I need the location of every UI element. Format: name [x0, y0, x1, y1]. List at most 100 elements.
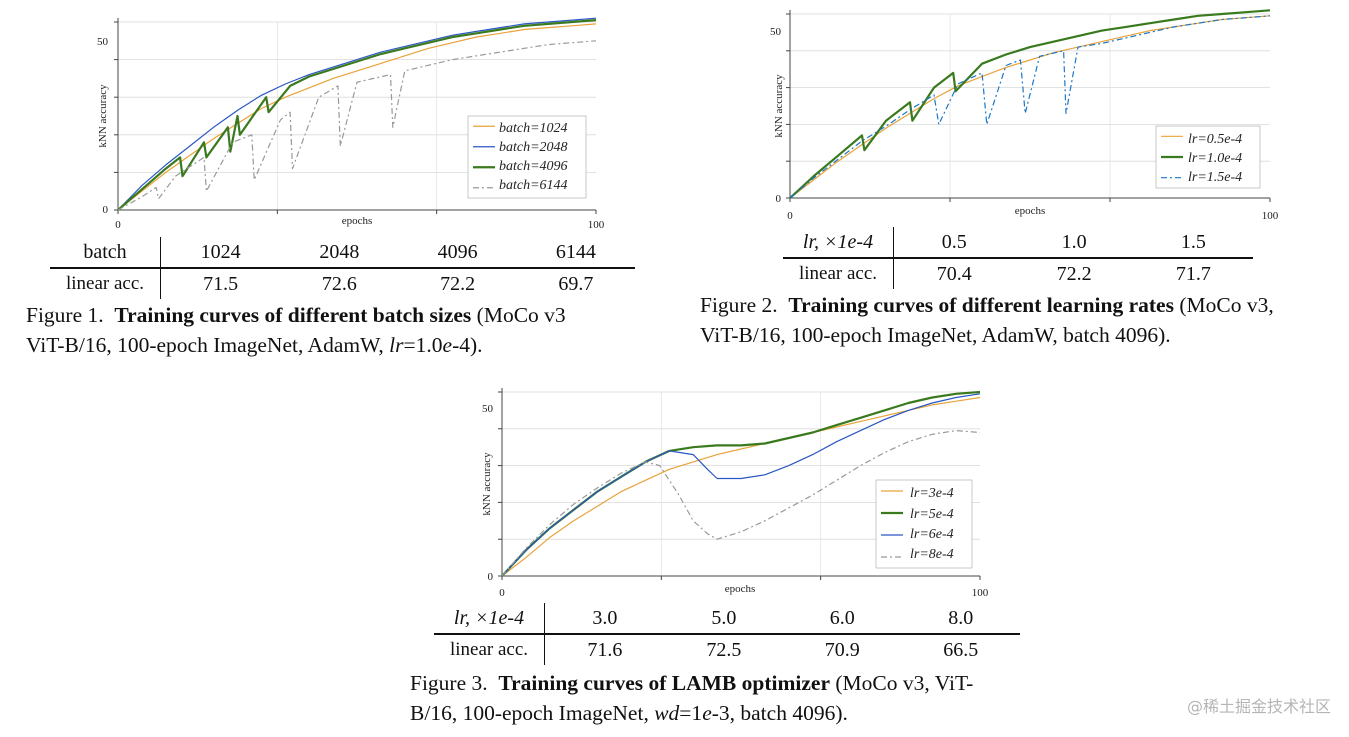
figure-3-table: lr, ×1e-4 3.0 5.0 6.0 8.0 linear acc. 71…: [434, 603, 1020, 665]
legend-label: batch=2048: [499, 140, 568, 155]
caption-text: ViT-B/16, 100-epoch ImageNet, AdamW,: [26, 333, 390, 357]
table-cell: 66.5: [943, 638, 979, 661]
table-header-cell: 4096: [398, 237, 517, 269]
table-header-cell: lr, ×1e-4: [783, 227, 894, 259]
x-axis-label: epochs: [1015, 205, 1046, 217]
series-line: [789, 15, 1271, 199]
caption-label: Figure 3.: [410, 671, 488, 695]
legend-label: lr=5e-4: [910, 507, 954, 522]
table-cell: 72.6: [321, 272, 357, 295]
table-header-cell: 3.0: [544, 603, 665, 635]
figure-2-chart: epochs kNN accuracy 0 100 0 50 lr=0.5e-4…: [770, 9, 1279, 222]
table-header-cell: 5.0: [664, 603, 784, 635]
table-cell: 72.5: [706, 638, 742, 661]
series-line: [117, 40, 597, 211]
y-tick-label: 50: [97, 36, 109, 48]
header-text: lr, ×1e-4: [453, 606, 525, 629]
caption-title: Training curves of different learning ra…: [788, 293, 1174, 317]
legend-box: [875, 479, 973, 569]
legend-label: lr=1.5e-4: [1188, 170, 1242, 185]
figure-2: epochs kNN accuracy 0 100 0 50 lr=0.5e-4…: [680, 0, 1349, 360]
series-line: [117, 17, 597, 211]
series-line: [117, 19, 597, 211]
table-row-label: linear acc.: [783, 258, 894, 289]
caption-label: Figure 1.: [26, 303, 104, 327]
figure-3: epochs kNN accuracy 0 100 0 50 lr=3e-4 l…: [400, 370, 1060, 737]
y-axis-label: kNN accuracy: [773, 74, 785, 138]
x-tick-label: 0: [787, 210, 793, 222]
x-tick-label: 0: [115, 219, 121, 231]
y-tick-label: 0: [488, 571, 494, 583]
watermark: @稀土掘金技术社区: [1186, 697, 1331, 716]
figure-1-table: batch 1024 2048 4096 6144 linear acc. 71…: [50, 237, 635, 299]
table-row-label: linear acc.: [50, 268, 161, 299]
y-axis-label: kNN accuracy: [481, 452, 493, 516]
y-axis-label: kNN accuracy: [97, 84, 109, 148]
caption-text: (MoCo v3: [471, 303, 566, 327]
legend-label: lr=8e-4: [910, 547, 954, 562]
legend-box: [467, 115, 587, 199]
table-cell: 72.2: [440, 272, 476, 295]
figure-1-chart: epochs kNN accuracy 0 100 0 50 batch=102…: [97, 17, 605, 231]
caption-var: e: [702, 701, 712, 725]
table-header-cell: 1.0: [1014, 227, 1134, 259]
series-line: [501, 429, 981, 577]
caption-text: B/16, 100-epoch ImageNet,: [410, 701, 655, 725]
caption-text: (MoCo v3, ViT-: [830, 671, 974, 695]
legend-label: batch=1024: [499, 121, 568, 136]
plot-area: [498, 388, 981, 580]
series-line: [789, 9, 1271, 199]
table-cell: 71.7: [1175, 262, 1211, 285]
figure-3-chart: epochs kNN accuracy 0 100 0 50 lr=3e-4 l…: [481, 388, 989, 599]
legend-label: lr=3e-4: [910, 486, 954, 501]
caption-var: wd: [654, 701, 680, 725]
series-line: [501, 396, 981, 577]
table-header-cell: 1.5: [1133, 227, 1253, 259]
table-cell: 72.2: [1056, 262, 1092, 285]
series-line: [117, 23, 597, 211]
plot-area: [786, 9, 1271, 202]
caption-text: (MoCo v3,: [1173, 293, 1274, 317]
table-header-cell: 2048: [280, 237, 399, 269]
legend-label: batch=6144: [499, 178, 568, 193]
legend-label: lr=0.5e-4: [1188, 132, 1242, 147]
legend-label: lr=6e-4: [910, 527, 954, 542]
caption-var: lr: [389, 333, 404, 357]
table-header-cell: lr, ×1e-4: [434, 603, 545, 635]
caption-title: Training curves of LAMB optimizer: [498, 671, 831, 695]
table-header-cell: 6.0: [783, 603, 902, 635]
y-tick-label: 50: [482, 403, 494, 415]
caption-title: Training curves of different batch sizes: [114, 303, 472, 327]
figure-3-caption: Figure 3. Training curves of LAMB optimi…: [410, 668, 1060, 728]
caption-var: e: [442, 333, 453, 357]
legend-label: lr=1.0e-4: [1188, 151, 1242, 166]
x-tick-label: 100: [1262, 210, 1279, 222]
table-header-cell: batch: [50, 237, 161, 269]
caption-text: =1: [679, 701, 703, 725]
table-cell: 70.4: [936, 262, 972, 285]
table-header-cell: 0.5: [893, 227, 1015, 259]
table-header-cell: 8.0: [901, 603, 1020, 635]
x-axis-label: epochs: [342, 215, 373, 227]
table-header-cell: 1024: [160, 237, 281, 269]
table-row-label: linear acc.: [434, 634, 545, 665]
x-tick-label: 100: [588, 219, 605, 231]
y-tick-label: 0: [103, 204, 109, 216]
table-header-cell: 6144: [516, 237, 635, 269]
plot-area: [114, 17, 597, 214]
figure-1-caption: Figure 1. Training curves of different b…: [26, 300, 676, 360]
figure-1: epochs kNN accuracy 0 100 0 50 batch=102…: [0, 0, 680, 360]
caption-text: ViT-B/16, 100-epoch ImageNet, AdamW, bat…: [700, 323, 1171, 347]
header-text: lr, ×1e-4: [802, 230, 874, 253]
table-cell: 69.7: [558, 272, 594, 295]
x-tick-label: 0: [499, 587, 505, 599]
table-cell: 71.5: [203, 272, 239, 295]
x-axis-label: epochs: [725, 583, 756, 595]
caption-text: -4).: [452, 333, 483, 357]
legend-label: batch=4096: [499, 159, 568, 174]
y-tick-label: 50: [770, 26, 782, 38]
table-cell: 71.6: [587, 638, 623, 661]
caption-text: =1.0: [403, 333, 443, 357]
series-line: [501, 393, 981, 577]
figure-2-caption: Figure 2. Training curves of different l…: [700, 290, 1349, 350]
